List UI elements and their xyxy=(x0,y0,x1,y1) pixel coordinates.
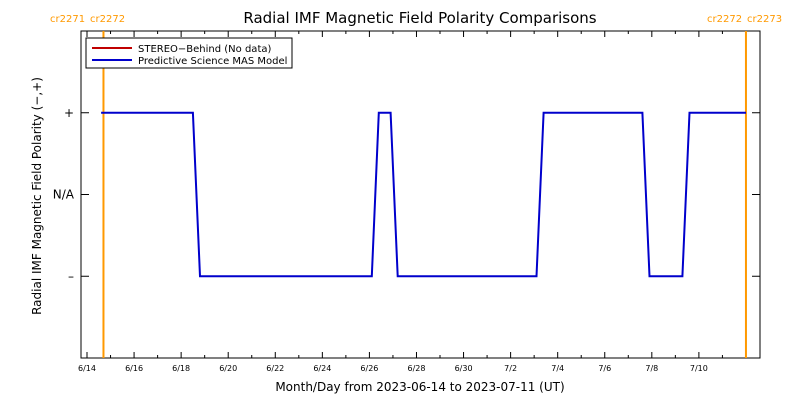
y-axis-label: Radial IMF Magnetic Field Polarity (−,+) xyxy=(30,77,44,315)
x-tick-label: 6/22 xyxy=(266,364,284,373)
x-tick-label: 7/2 xyxy=(504,364,517,373)
x-axis-label: Month/Day from 2023-06-14 to 2023-07-11 … xyxy=(275,380,564,394)
x-tick-label: 6/16 xyxy=(125,364,143,373)
x-tick-label: 7/4 xyxy=(551,364,564,373)
carrington-label-left: cr2272 xyxy=(707,14,742,25)
x-tick-label: 6/20 xyxy=(219,364,237,373)
legend-label: Predictive Science MAS Model xyxy=(138,56,287,67)
x-tick-label: 6/14 xyxy=(78,364,96,373)
x-tick-label: 6/18 xyxy=(172,364,190,373)
carrington-label-right: cr2272 xyxy=(90,14,125,25)
series-line-mas-model xyxy=(101,111,746,278)
y-tick-label: + xyxy=(64,106,74,120)
plot-frame xyxy=(80,30,761,359)
legend-box xyxy=(85,37,293,69)
x-tick-label: 7/8 xyxy=(645,364,658,373)
y-tick-label: – xyxy=(68,269,74,283)
chart-title: Radial IMF Magnetic Field Polarity Compa… xyxy=(243,9,596,27)
y-tick-label: N/A xyxy=(53,188,75,202)
legend-label: STEREO−Behind (No data) xyxy=(138,44,271,55)
plot-area: 6/14 6/16 6/18 6/20 6/22 6/24 6/26 6/28 6/30 7/2 7… xyxy=(50,14,782,373)
x-tick-label: 6/24 xyxy=(313,364,331,373)
x-tick-label: 7/6 xyxy=(598,364,611,373)
x-tick-label: 6/30 xyxy=(455,364,473,373)
x-tick-label: 6/26 xyxy=(360,364,378,373)
x-tick-label: 7/10 xyxy=(690,364,708,373)
x-tick-label: 6/28 xyxy=(407,364,425,373)
carrington-label-right: cr2273 xyxy=(747,14,782,25)
carrington-label-left: cr2271 xyxy=(50,14,85,25)
